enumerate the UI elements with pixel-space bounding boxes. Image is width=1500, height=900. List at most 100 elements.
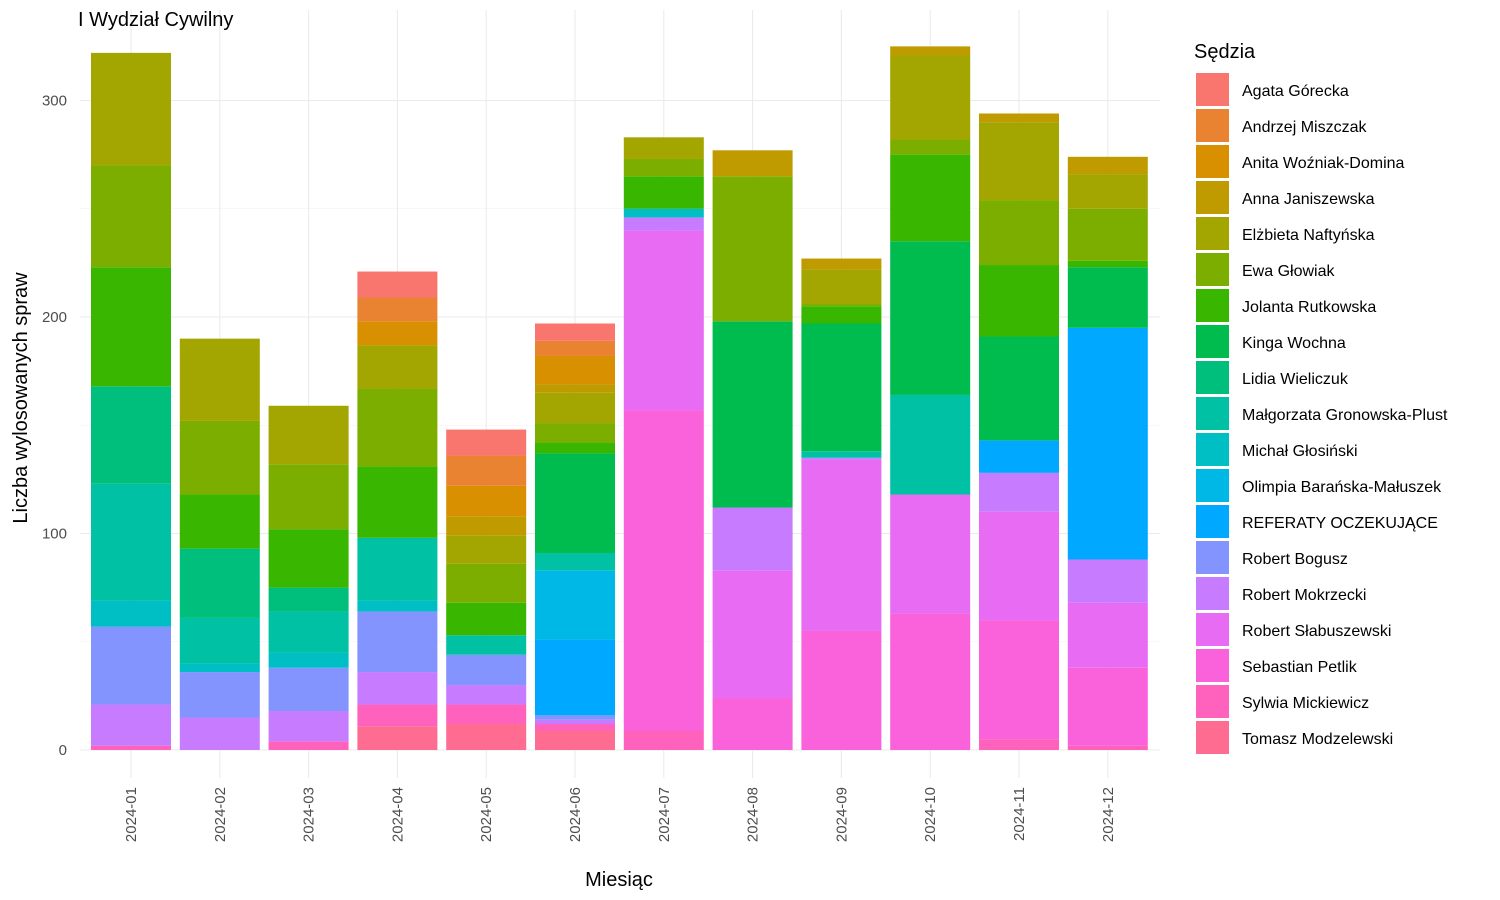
bar-segment [535, 442, 615, 454]
bar-segment [979, 200, 1059, 266]
bar-segment [535, 730, 615, 750]
legend-label: Sylwia Mickiewicz [1242, 695, 1369, 712]
bar-segment [179, 672, 260, 718]
x-tick-labels: 2024-01 2024-02 2024-03 2024-04 2024-05 2024-… [123, 787, 1117, 842]
legend-key [1196, 145, 1229, 178]
legend-label: Lidia Wieliczuk [1242, 371, 1349, 388]
bar-segment [357, 297, 438, 322]
x-tick-label: 2024-09 [833, 787, 850, 842]
legend-key [1196, 397, 1229, 430]
legend-key [1196, 325, 1229, 358]
legend-title: Sędzia [1194, 41, 1256, 63]
bar-segment [801, 459, 882, 631]
bar-segment [890, 613, 971, 750]
bar-segment [268, 611, 349, 653]
x-tick-label: 2024-08 [745, 787, 762, 842]
y-tick-label: 300 [42, 93, 67, 110]
bar-segment [91, 386, 171, 484]
bar-segment [179, 338, 260, 421]
legend-label: Małgorzata Gronowska-Plust [1242, 407, 1448, 424]
bar-segment [1067, 260, 1148, 268]
bar-segment [623, 217, 704, 231]
bar-segment [979, 511, 1059, 621]
bar-segment [179, 663, 260, 673]
x-tick-label: 2024-12 [1100, 787, 1117, 842]
legend-label: Tomasz Modzelewski [1242, 731, 1393, 748]
bar-segment [712, 321, 793, 508]
bar-segment [446, 704, 527, 725]
bar-segment [1067, 559, 1148, 603]
bar-segment [91, 626, 171, 705]
x-tick-label: 2024-10 [922, 787, 939, 842]
legend-key [1196, 217, 1229, 250]
bar-segment [268, 711, 349, 742]
bar-segment [979, 336, 1059, 441]
bar-segment [801, 457, 882, 460]
legend-key [1196, 73, 1229, 106]
bars [91, 46, 1148, 750]
bar-segment [91, 745, 171, 750]
bar-segment [91, 704, 171, 746]
bar-segment [801, 306, 882, 324]
bar-segment [890, 55, 971, 140]
bar-segment [535, 392, 615, 424]
bar-segment [446, 455, 527, 486]
legend-key [1196, 577, 1229, 610]
bar-segment [446, 724, 527, 750]
bar-segment [801, 323, 882, 452]
x-tick-label: 2024-04 [389, 787, 406, 842]
bar-segment [890, 494, 971, 614]
legend-key [1196, 181, 1229, 214]
bar-segment [179, 717, 260, 750]
legend-key [1196, 289, 1229, 322]
bar-segment [357, 271, 438, 298]
x-tick-label: 2024-01 [123, 787, 140, 842]
legend-label: Anna Janiszewska [1242, 191, 1375, 208]
legend-label: Anita Woźniak-Domina [1242, 155, 1405, 172]
legend-label: Jolanta Rutkowska [1242, 299, 1376, 316]
chart-title: I Wydział Cywilny [78, 9, 233, 31]
bar-segment [623, 410, 704, 731]
bar-segment [1067, 327, 1148, 560]
bar-segment [623, 158, 704, 177]
bar-segment [535, 453, 615, 553]
legend-label: Robert Mokrzecki [1242, 587, 1366, 604]
legend-label: Robert Bogusz [1242, 551, 1348, 568]
bar-segment [535, 384, 615, 393]
bar-segment [979, 440, 1059, 473]
y-tick-label: 200 [42, 309, 67, 326]
legend-items: Agata Górecka Andrzej Miszczak Anita Woźni… [1196, 73, 1448, 754]
bar-segment [268, 464, 349, 530]
legend-label: Kinga Wochna [1242, 335, 1346, 352]
x-tick-label: 2024-05 [478, 787, 495, 842]
bar-segment [357, 611, 438, 673]
bar-segment [979, 620, 1059, 740]
legend-key [1196, 541, 1229, 574]
legend-label: Olimpia Barańska-Małuszek [1242, 479, 1442, 496]
bar-segment [1067, 174, 1148, 209]
bar-segment [712, 570, 793, 699]
legend-key [1196, 505, 1229, 538]
bar-segment [979, 739, 1059, 750]
legend-key [1196, 649, 1229, 682]
bar-segment [535, 715, 615, 720]
bar-segment [446, 563, 527, 603]
bar-segment [446, 602, 527, 636]
bar-segment [535, 355, 615, 385]
bar-segment [357, 388, 438, 467]
bar-segment [890, 394, 971, 495]
legend-label: Elżbieta Naftyńska [1242, 227, 1375, 244]
bar-segment [535, 323, 615, 341]
bar-segment [890, 139, 971, 155]
bar-segment [91, 52, 171, 166]
bar-segment [535, 570, 615, 640]
bar-segment [357, 672, 438, 705]
bar-segment [357, 321, 438, 346]
legend-key [1196, 469, 1229, 502]
bar-segment [801, 630, 882, 750]
bar-segment [179, 420, 260, 495]
legend-key [1196, 361, 1229, 394]
bar-segment [535, 423, 615, 443]
legend-key [1196, 109, 1229, 142]
